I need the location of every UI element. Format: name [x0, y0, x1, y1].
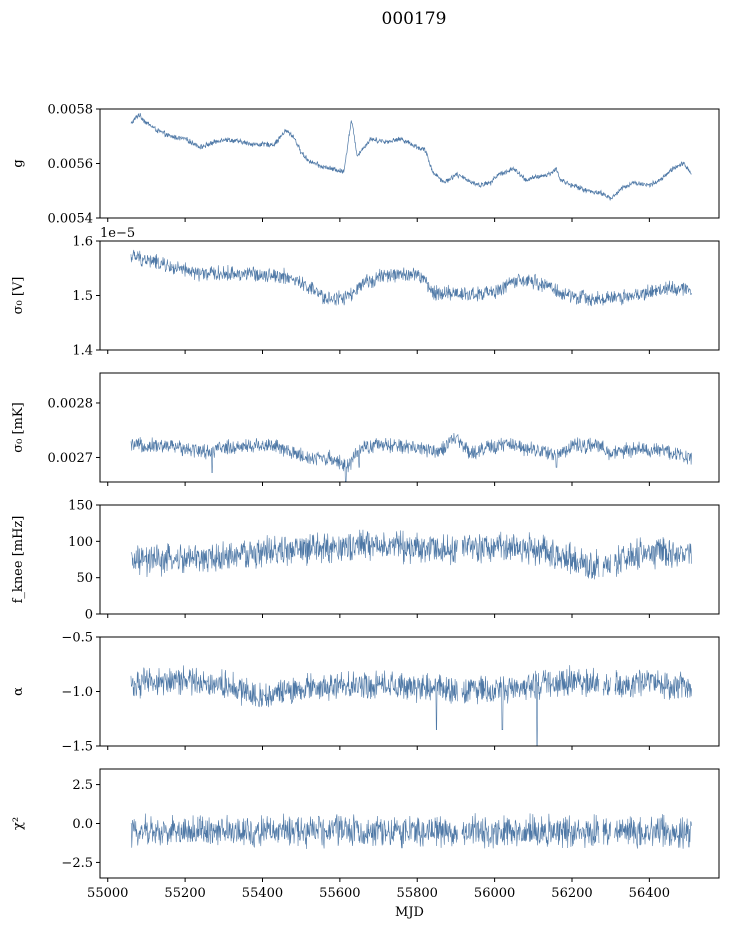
- axes-frame-fknee: [99, 504, 720, 615]
- series-line-chi2: [130, 813, 692, 850]
- xtick-label-5: 56000: [474, 886, 515, 901]
- offset-label-sigma0_volts: 1e−5: [100, 226, 135, 241]
- ytick-label-fknee-0: 0: [85, 608, 93, 623]
- ytick-label-gain-0: 0.0054: [48, 212, 94, 227]
- ytick-label-sigma0_mk-0: 0.0027: [48, 451, 94, 466]
- xtick-label-4: 55800: [397, 886, 438, 901]
- ytick-label-alpha-0: −1.5: [61, 740, 93, 755]
- series-line-sigma0_mk: [130, 433, 692, 482]
- xtick-label-6: 56200: [551, 886, 592, 901]
- series-line-gain: [130, 113, 692, 201]
- ytick-label-sigma0_volts-0: 1.4: [72, 344, 93, 359]
- ylabel-sigma0_volts: σ₀ [V]: [11, 277, 26, 315]
- xtick-label-3: 55600: [319, 886, 360, 901]
- ylabel-chi2: χ²: [11, 817, 26, 830]
- ytick-label-alpha-2: −0.5: [61, 631, 93, 646]
- ytick-label-chi2-0: −2.5: [61, 856, 93, 871]
- ytick-label-fknee-1: 50: [76, 571, 93, 586]
- xlabel: MJD: [395, 905, 424, 920]
- panel-sigma0_mk: 0.0027 0.0028 σ₀ [mK]: [11, 372, 720, 486]
- xtick-label-0: 55000: [87, 886, 128, 901]
- ytick-label-sigma0_mk-1: 0.0028: [48, 396, 94, 411]
- panel-gain: 0.0054 0.0056 0.0058 g: [11, 103, 720, 227]
- xtick-label-2: 55400: [242, 886, 283, 901]
- axes-frame-sigma0_mk: [99, 372, 720, 483]
- figure-title: 000179: [382, 9, 447, 29]
- series-line-fknee: [130, 529, 692, 580]
- ytick-label-sigma0_volts-1: 1.5: [72, 289, 93, 304]
- ytick-label-alpha-1: −1.0: [61, 685, 93, 700]
- series-line-alpha: [130, 665, 692, 746]
- ytick-label-gain-2: 0.0058: [48, 103, 94, 118]
- panel-sigma0_volts: 1.4 1.5 1.6 σ₀ [V] 1e−5: [11, 226, 720, 359]
- ytick-label-chi2-2: 2.5: [72, 778, 93, 793]
- axes-frame-sigma0_volts: [99, 240, 720, 351]
- panel-chi2: −2.5 0.0 2.5 55000 55200 55400 55600 55800 56000…: [11, 768, 720, 920]
- axes-frame-gain: [99, 108, 720, 219]
- ylabel-alpha: α: [11, 687, 26, 696]
- ytick-label-gain-1: 0.0056: [48, 157, 94, 172]
- ylabel-sigma0_mk: σ₀ [mK]: [11, 402, 26, 452]
- panel-fknee: 0 50 100 150 f_knee [mHz]: [11, 499, 720, 623]
- ytick-label-chi2-1: 0.0: [72, 817, 93, 832]
- ytick-label-fknee-2: 100: [68, 535, 93, 550]
- series-line-sigma0_volts: [130, 249, 692, 307]
- ylabel-fknee: f_knee [mHz]: [11, 516, 26, 604]
- xtick-label-1: 55200: [164, 886, 205, 901]
- ytick-label-fknee-3: 150: [68, 499, 93, 514]
- ylabel-gain: g: [11, 159, 26, 167]
- xtick-label-7: 56400: [629, 886, 670, 901]
- ytick-label-sigma0_volts-2: 1.6: [72, 235, 93, 250]
- panel-alpha: −1.5 −1.0 −0.5 α: [11, 631, 720, 755]
